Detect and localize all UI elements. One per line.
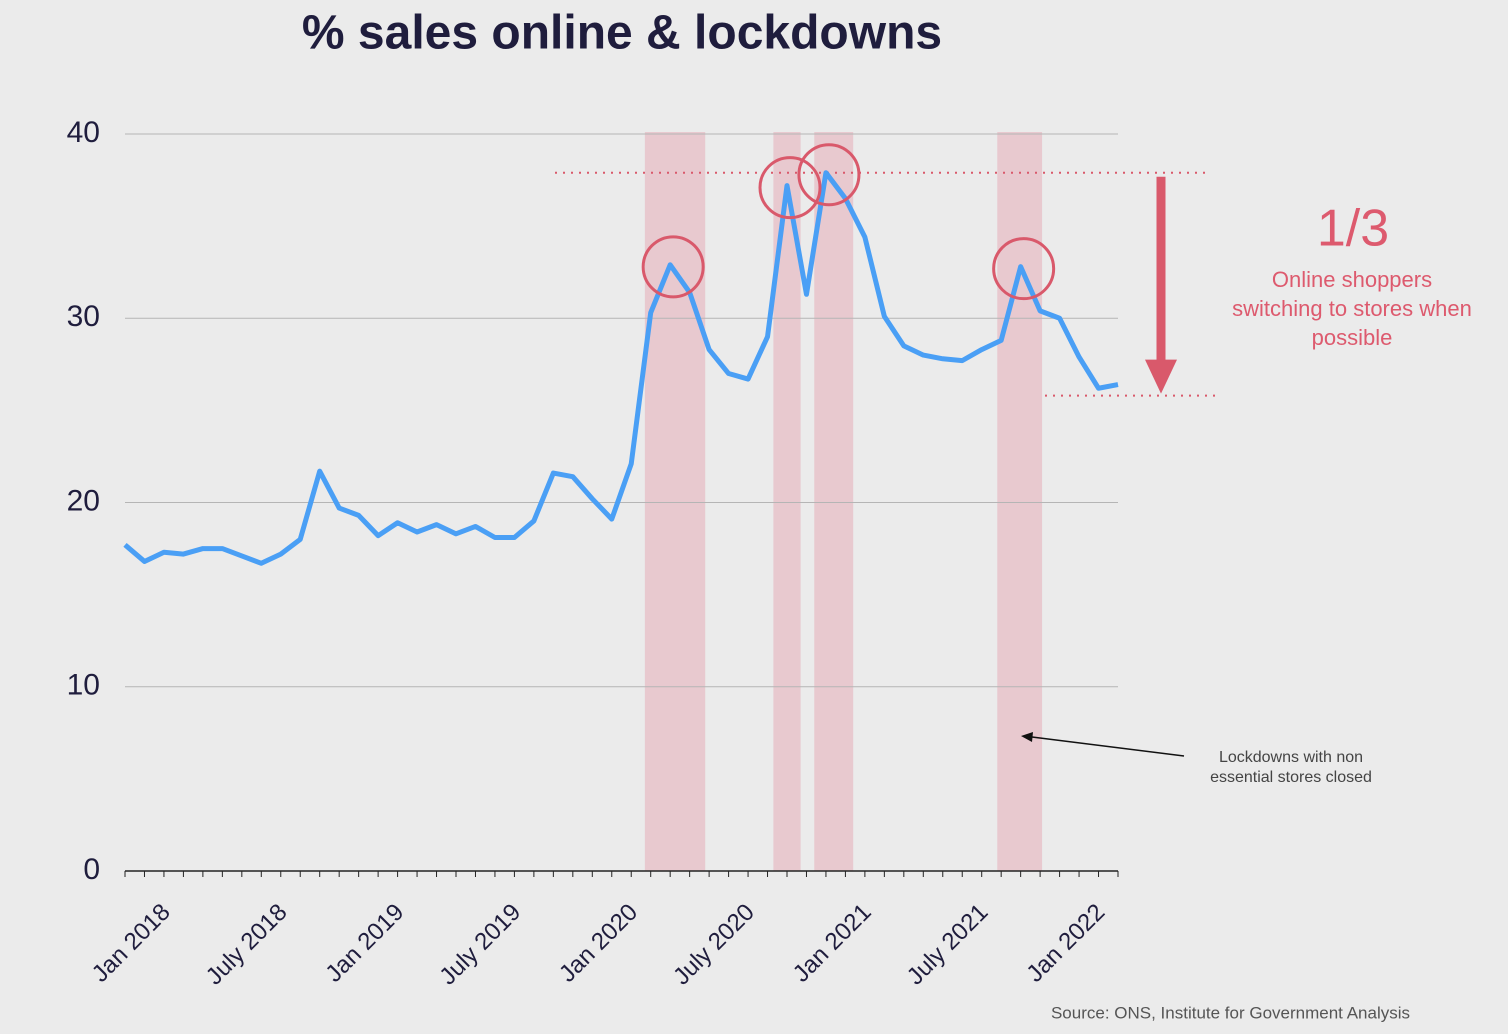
note-arrow-head <box>1021 732 1033 742</box>
x-tick-label: July 2018 <box>201 899 293 991</box>
change-text: Online shoppers <box>1272 267 1432 292</box>
x-tick-label: Jan 2021 <box>788 899 877 988</box>
source: Source: ONS, Institute for Government An… <box>1051 1003 1410 1022</box>
chart-title: % sales online & lockdowns <box>302 7 942 60</box>
y-tick-label: 10 <box>67 669 100 702</box>
highlight-circle <box>641 235 705 299</box>
lockdown-band <box>644 132 706 871</box>
x-tick-label: Jan 2020 <box>554 899 643 988</box>
x-tick-label: Jan 2022 <box>1021 899 1110 988</box>
x-tick-label: July 2021 <box>902 899 994 991</box>
change-text: possible <box>1312 325 1393 350</box>
highlight-circle <box>797 143 861 207</box>
y-tick-label: 0 <box>83 853 100 886</box>
x-tick-label: Jan 2019 <box>320 899 409 988</box>
change-label: 1/3 <box>1317 200 1389 258</box>
y-tick-label: 30 <box>67 300 100 333</box>
change-text: switching to stores when <box>1232 296 1472 321</box>
x-tick-label: July 2020 <box>668 899 760 991</box>
note-arrow <box>1031 736 1185 757</box>
lockdown-note: Lockdowns with non <box>1219 749 1363 766</box>
highlight-circle <box>758 156 822 220</box>
y-tick-label: 20 <box>67 484 100 517</box>
x-tick-label: July 2019 <box>434 899 526 991</box>
highlight-circle <box>992 237 1056 301</box>
arrow-head <box>1145 359 1177 394</box>
data-line <box>123 170 1119 566</box>
lockdown-note: essential stores closed <box>1210 769 1372 786</box>
lockdown-band <box>997 132 1043 871</box>
x-tick-label: Jan 2018 <box>87 899 176 988</box>
y-tick-label: 40 <box>67 116 100 149</box>
lockdown-band <box>814 132 854 871</box>
